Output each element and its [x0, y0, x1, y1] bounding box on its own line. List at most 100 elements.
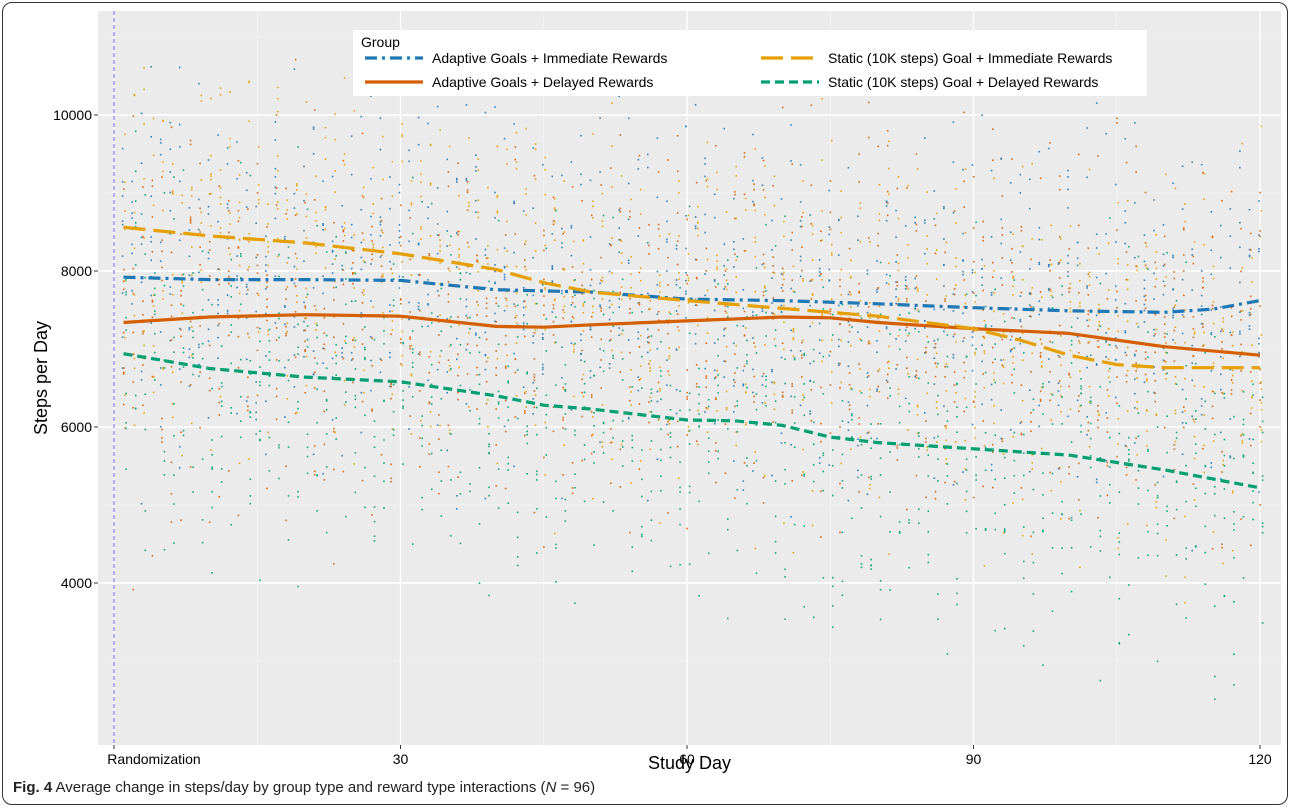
- observation-point: [1240, 270, 1242, 273]
- observation-point: [990, 294, 993, 296]
- observation-point: [840, 268, 842, 271]
- observation-point: [754, 241, 757, 243]
- observation-point: [1174, 376, 1177, 378]
- observation-point: [620, 443, 623, 446]
- observation-point: [657, 247, 660, 250]
- observation-point: [717, 392, 719, 394]
- observation-point: [687, 297, 690, 300]
- observation-point: [860, 474, 863, 476]
- observation-point: [218, 414, 221, 416]
- observation-point: [237, 317, 240, 320]
- observation-point: [1192, 336, 1195, 339]
- observation-point: [1048, 265, 1050, 268]
- observation-point: [171, 371, 174, 374]
- observation-point: [793, 357, 796, 359]
- observation-point: [1156, 660, 1159, 663]
- observation-point: [1031, 454, 1033, 456]
- observation-point: [293, 354, 296, 356]
- observation-point: [420, 160, 422, 162]
- observation-point: [859, 368, 862, 370]
- observation-point: [218, 185, 221, 187]
- observation-point: [953, 288, 956, 290]
- observation-point: [555, 209, 557, 212]
- observation-point: [896, 364, 899, 366]
- observation-point: [504, 343, 507, 346]
- observation-point: [238, 462, 241, 464]
- observation-point: [133, 367, 136, 370]
- observation-point: [1040, 342, 1043, 345]
- observation-point: [793, 523, 796, 526]
- observation-point: [1144, 299, 1147, 301]
- observation-point: [1051, 341, 1054, 344]
- observation-point: [266, 226, 268, 228]
- observation-point: [1240, 518, 1242, 520]
- observation-point: [984, 324, 987, 326]
- observation-point: [1200, 294, 1203, 297]
- observation-point: [725, 312, 728, 314]
- observation-point: [914, 327, 916, 330]
- observation-point: [154, 310, 156, 312]
- observation-point: [906, 326, 908, 329]
- observation-point: [150, 195, 152, 198]
- observation-point: [506, 250, 508, 252]
- observation-point: [896, 254, 899, 256]
- observation-point: [1214, 336, 1216, 338]
- observation-point: [647, 328, 649, 331]
- observation-point: [612, 437, 614, 439]
- observation-point: [1210, 211, 1213, 213]
- observation-point: [362, 294, 365, 296]
- observation-point: [869, 342, 871, 345]
- observation-point: [389, 351, 391, 354]
- observation-point: [1067, 176, 1069, 178]
- observation-point: [555, 341, 557, 344]
- observation-point: [353, 110, 355, 112]
- observation-point: [648, 223, 650, 226]
- observation-point: [494, 270, 496, 273]
- observation-point: [536, 433, 538, 436]
- observation-point: [563, 269, 566, 271]
- observation-point: [313, 474, 316, 476]
- observation-point: [570, 342, 573, 344]
- observation-point: [695, 440, 698, 442]
- observation-point: [121, 220, 124, 222]
- observation-point: [571, 266, 574, 268]
- observation-point: [904, 276, 907, 278]
- observation-point: [675, 244, 678, 247]
- observation-point: [192, 491, 194, 493]
- observation-point: [1009, 182, 1012, 184]
- observation-point: [1166, 333, 1168, 335]
- observation-point: [771, 368, 773, 371]
- observation-point: [761, 375, 764, 378]
- observation-point: [1049, 399, 1051, 402]
- observation-point: [927, 475, 930, 477]
- observation-point: [704, 175, 706, 178]
- observation-point: [926, 446, 928, 448]
- observation-point: [981, 258, 983, 261]
- observation-point: [925, 351, 927, 354]
- observation-point: [1143, 303, 1146, 306]
- observation-point: [294, 214, 297, 216]
- observation-point: [945, 439, 948, 442]
- observation-point: [1088, 385, 1091, 388]
- observation-point: [793, 422, 796, 424]
- observation-point: [245, 293, 248, 295]
- observation-point: [981, 403, 983, 406]
- observation-point: [972, 260, 975, 263]
- observation-point: [440, 480, 443, 482]
- observation-point: [1013, 431, 1016, 434]
- observation-point: [1172, 288, 1174, 290]
- observation-point: [1040, 447, 1043, 450]
- observation-point: [600, 338, 602, 341]
- observation-point: [802, 394, 804, 396]
- observation-point: [277, 86, 279, 89]
- observation-point: [743, 152, 746, 154]
- observation-point: [802, 339, 804, 342]
- observation-point: [360, 391, 363, 394]
- observation-point: [1251, 407, 1253, 409]
- observation-point: [1048, 289, 1050, 292]
- observation-point: [1184, 341, 1186, 344]
- observation-point: [458, 324, 460, 326]
- observation-point: [476, 314, 478, 316]
- observation-point: [841, 400, 844, 402]
- observation-point: [619, 448, 622, 451]
